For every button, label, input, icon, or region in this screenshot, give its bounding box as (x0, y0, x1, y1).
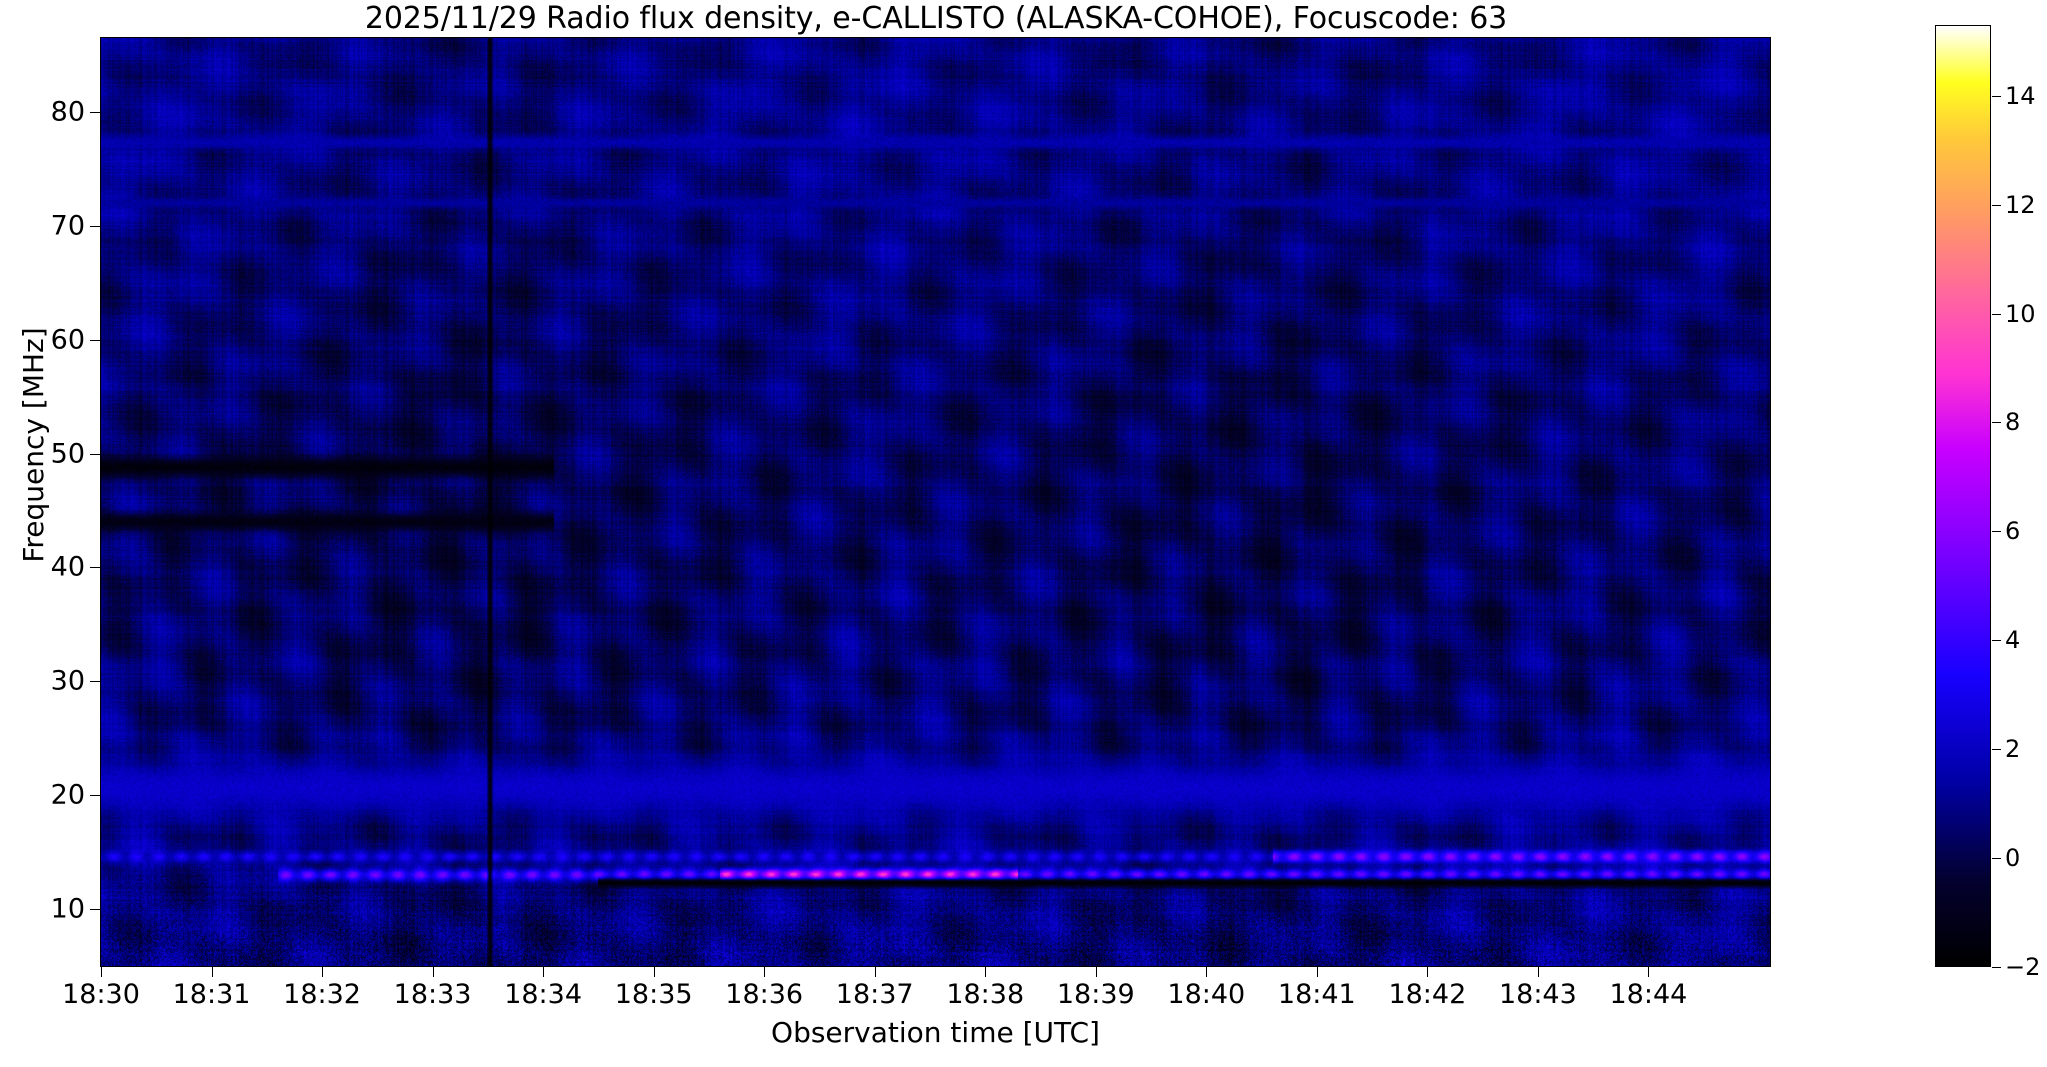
y-axis-tick-label: 50 (50, 438, 85, 470)
colorbar-tick-label: −2 (2005, 953, 2041, 981)
x-axis-tick-label: 18:36 (725, 979, 804, 1010)
x-axis-tick-label: 18:37 (835, 979, 914, 1010)
y-axis-tick-label: 70 (50, 210, 85, 242)
x-axis-tick-label: 18:35 (614, 979, 693, 1010)
y-axis-tick-label: 20 (50, 779, 85, 811)
y-axis-tick-label: 30 (50, 665, 85, 697)
x-axis-tick-label: 18:39 (1056, 979, 1135, 1010)
y-axis: Frequency [MHz] 80 70 60 50 40 30 20 10 (0, 0, 101, 1067)
x-axis-tick (654, 967, 655, 977)
x-axis-tick-label: 18:41 (1277, 979, 1356, 1010)
x-axis-tick (1317, 967, 1318, 977)
y-axis-tick-label: 10 (50, 893, 85, 925)
y-axis-tick (90, 340, 100, 341)
y-axis-tick (90, 795, 100, 796)
x-axis-tick-label: 18:38 (946, 979, 1025, 1010)
colorbar (1935, 25, 1991, 967)
colorbar-tick (1992, 422, 2001, 423)
colorbar-tick (1992, 967, 2001, 968)
x-axis-tick (1648, 967, 1649, 977)
page-title: 2025/11/29 Radio flux density, e-CALLIST… (364, 1, 1508, 36)
x-axis-tick-label: 18:44 (1609, 979, 1688, 1010)
x-axis-tick-label: 18:43 (1498, 979, 1577, 1010)
x-axis-tick-label: 18:42 (1388, 979, 1467, 1010)
y-axis-tick (90, 112, 100, 113)
colorbar-tick (1992, 205, 2001, 206)
x-axis-tick (433, 967, 434, 977)
x-axis-tick (212, 967, 213, 977)
x-axis-tick-label: 18:30 (62, 979, 140, 1010)
colorbar-tick-label: 0 (2005, 844, 2021, 873)
y-axis-tick (90, 909, 100, 910)
x-axis-tick-label: 18:32 (283, 979, 361, 1010)
colorbar-tick (1992, 640, 2001, 641)
y-axis-tick-label: 60 (50, 324, 85, 356)
x-axis-tick-label: 18:40 (1167, 979, 1246, 1010)
y-axis-tick (90, 567, 100, 568)
colorbar-tick (1992, 96, 2001, 97)
colorbar-tick-label: 12 (2005, 190, 2036, 219)
colorbar-tick-label: 10 (2005, 299, 2036, 328)
colorbar-tick (1992, 314, 2001, 315)
colorbar-tick (1992, 749, 2001, 750)
colorbar-tick (1992, 531, 2001, 532)
x-axis-tick (543, 967, 544, 977)
y-axis-tick (90, 681, 100, 682)
x-axis-tick (875, 967, 876, 977)
spectrogram-plot-area (101, 38, 1770, 966)
colorbar-tick-label: 8 (2005, 408, 2021, 437)
colorbar-tick-label: 2 (2005, 735, 2021, 764)
x-axis-label: Observation time [UTC] (771, 1016, 1100, 1049)
y-axis-tick (90, 226, 100, 227)
x-axis-tick-label: 18:31 (172, 979, 251, 1010)
x-axis-tick (101, 967, 102, 977)
x-axis-tick-label: 18:34 (504, 979, 583, 1010)
colorbar-tick (1992, 858, 2001, 859)
y-axis-tick (90, 454, 100, 455)
x-axis-tick (1096, 967, 1097, 977)
colorbar-tick-label: 4 (2005, 626, 2021, 655)
x-axis-tick-label: 18:33 (393, 979, 472, 1010)
x-axis-tick (322, 967, 323, 977)
x-axis-tick (764, 967, 765, 977)
x-axis-tick (985, 967, 986, 977)
x-axis-tick (1427, 967, 1428, 977)
colorbar-tick-label: 14 (2005, 81, 2036, 110)
colorbar-gradient (1936, 26, 1990, 966)
y-axis-tick-label: 80 (50, 96, 85, 128)
y-axis-tick-label: 40 (50, 551, 85, 583)
spectrogram-image (101, 38, 1770, 966)
x-axis-tick (1538, 967, 1539, 977)
x-axis-tick (1206, 967, 1207, 977)
colorbar-tick-label: 6 (2005, 517, 2021, 546)
